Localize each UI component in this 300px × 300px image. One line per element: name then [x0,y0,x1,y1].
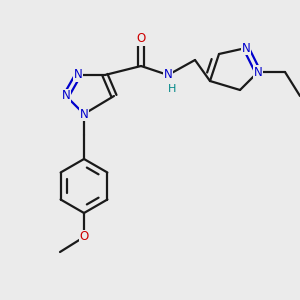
Text: O: O [136,32,146,46]
Text: N: N [242,41,250,55]
Text: N: N [80,107,88,121]
Text: N: N [61,89,70,103]
Text: H: H [168,84,177,94]
Text: O: O [80,230,88,244]
Text: N: N [254,65,262,79]
Text: N: N [74,68,82,82]
Text: N: N [164,68,172,82]
